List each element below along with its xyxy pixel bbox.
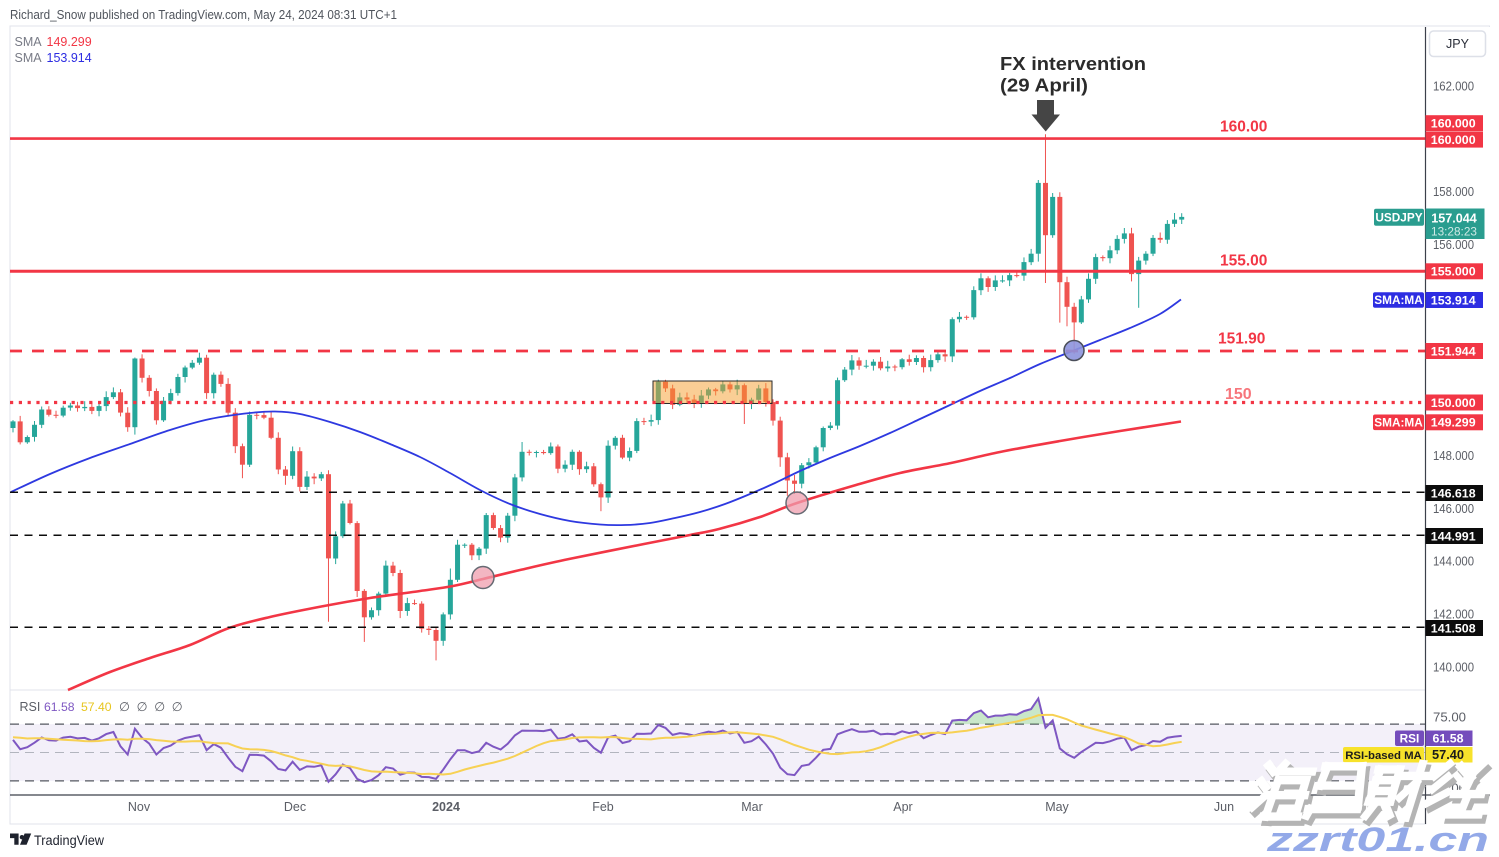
svg-text:Apr: Apr <box>893 800 912 814</box>
svg-text:May: May <box>1045 800 1069 814</box>
svg-text:162.000: 162.000 <box>1433 79 1474 93</box>
svg-text:RSI: RSI <box>1400 732 1420 746</box>
svg-text:155.000: 155.000 <box>1431 265 1476 279</box>
svg-text:∅: ∅ <box>137 700 148 714</box>
svg-text:SMA:MA: SMA:MA <box>1374 416 1423 430</box>
svg-text:RSI: RSI <box>20 700 41 714</box>
svg-text:Nov: Nov <box>128 800 151 814</box>
svg-text:140.000: 140.000 <box>1433 660 1474 674</box>
svg-text:Richard_Snow published on Trad: Richard_Snow published on TradingView.co… <box>10 8 397 22</box>
svg-text:USDJPY: USDJPY <box>1375 211 1422 225</box>
svg-text:141.508: 141.508 <box>1431 621 1476 635</box>
svg-text:TradingView: TradingView <box>34 833 104 848</box>
svg-text:Mar: Mar <box>741 800 763 814</box>
svg-text:SMA: SMA <box>15 35 43 49</box>
svg-text:158.000: 158.000 <box>1433 185 1474 199</box>
svg-text:Feb: Feb <box>592 800 614 814</box>
svg-text:157.044: 157.044 <box>1431 211 1477 225</box>
svg-text:160.000: 160.000 <box>1431 117 1476 131</box>
svg-text:160.000: 160.000 <box>1431 133 1476 147</box>
svg-text:149.299: 149.299 <box>47 35 92 49</box>
svg-text:148.000: 148.000 <box>1433 449 1474 463</box>
svg-text:SMA:MA: SMA:MA <box>1374 293 1423 307</box>
svg-text:142.000: 142.000 <box>1433 608 1474 622</box>
svg-text:2024: 2024 <box>432 800 460 814</box>
svg-text:57.40: 57.40 <box>1432 747 1464 762</box>
svg-text:150.000: 150.000 <box>1431 396 1476 410</box>
svg-text:155.00: 155.00 <box>1220 253 1267 270</box>
svg-text:144.000: 144.000 <box>1433 555 1474 569</box>
svg-text:57.40: 57.40 <box>81 700 112 714</box>
svg-text:JPY: JPY <box>1446 37 1470 51</box>
svg-text:150: 150 <box>1225 386 1252 403</box>
svg-text:151.944: 151.944 <box>1431 344 1476 358</box>
svg-text:61.58: 61.58 <box>1432 732 1463 746</box>
svg-text:RSI-based MA: RSI-based MA <box>1345 750 1422 762</box>
svg-text:75.00: 75.00 <box>1433 710 1466 724</box>
svg-text:13:28:23: 13:28:23 <box>1431 225 1477 239</box>
svg-text:160.00: 160.00 <box>1220 119 1267 136</box>
svg-text:∅: ∅ <box>154 700 165 714</box>
svg-text:144.991: 144.991 <box>1431 529 1476 543</box>
svg-text:153.914: 153.914 <box>47 51 92 65</box>
svg-text:Dec: Dec <box>284 800 306 814</box>
svg-text:156.000: 156.000 <box>1433 238 1474 252</box>
svg-text:(29 April): (29 April) <box>1000 76 1088 96</box>
svg-text:151.90: 151.90 <box>1218 331 1265 348</box>
svg-text:FX intervention: FX intervention <box>1000 54 1146 74</box>
svg-text:146.618: 146.618 <box>1431 486 1476 500</box>
svg-text:zzrt01.cn: zzrt01.cn <box>1265 821 1489 857</box>
svg-text:149.299: 149.299 <box>1431 416 1476 430</box>
svg-text:∅: ∅ <box>172 700 183 714</box>
svg-text:Jun: Jun <box>1214 800 1234 814</box>
svg-text:SMA: SMA <box>15 51 43 65</box>
svg-text:61.58: 61.58 <box>44 700 75 714</box>
svg-text:∅: ∅ <box>119 700 130 714</box>
svg-text:153.914: 153.914 <box>1431 293 1476 307</box>
svg-text:146.000: 146.000 <box>1433 502 1474 516</box>
